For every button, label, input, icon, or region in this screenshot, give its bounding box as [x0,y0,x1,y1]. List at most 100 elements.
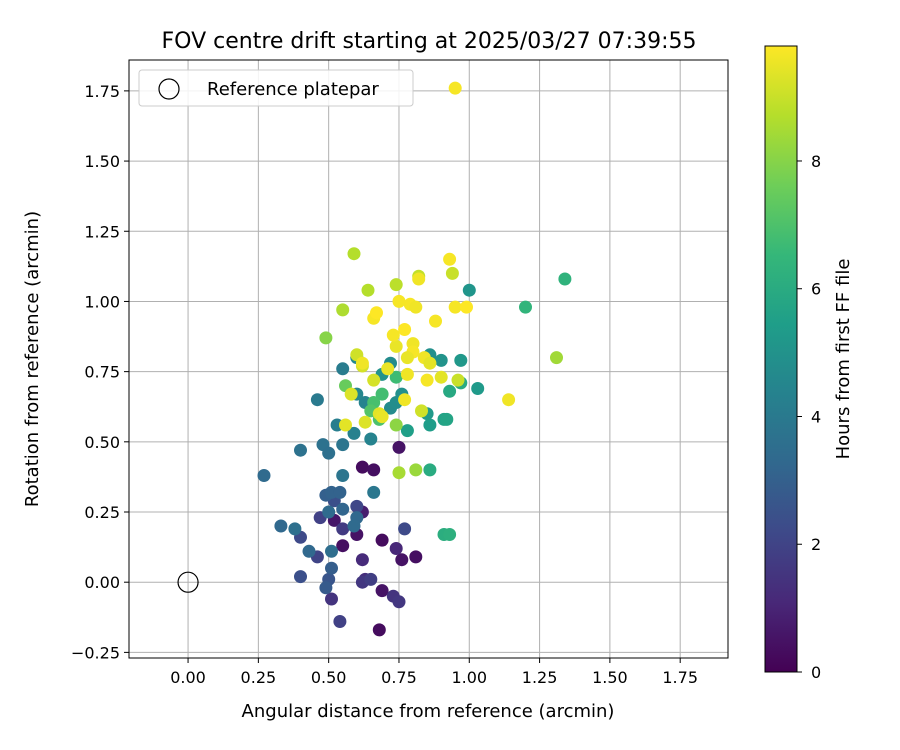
data-point [344,387,358,401]
chart-title: FOV centre drift starting at 2025/03/27 … [162,29,697,54]
data-point [370,306,383,320]
data-point [367,485,381,499]
colorbar: 0 2 4 6 8 Hours from first FF file [764,45,854,682]
data-point [440,412,454,426]
data-point [409,463,423,477]
data-point [420,373,434,387]
grid [129,60,728,658]
data-point [460,300,473,314]
colorbar-tick-label: 6 [811,280,821,299]
data-point [400,424,414,438]
data-point [355,460,369,474]
data-point [294,443,307,457]
data-point [319,581,333,595]
data-point [355,553,369,567]
data-point [398,393,412,407]
data-point [434,353,448,367]
data-point [395,553,409,567]
data-point [358,415,372,429]
data-point [347,426,361,440]
reference-platepar-marker [177,571,199,593]
data-point [325,544,338,558]
data-point [389,278,403,292]
data-point [336,303,350,317]
data-point [448,81,462,95]
data-point [372,623,386,637]
data-point [294,570,307,584]
data-point [471,382,485,395]
data-point [398,323,412,336]
data-point [257,469,271,482]
data-point [319,331,333,345]
data-point [392,466,406,480]
data-point [375,584,389,598]
y-tick-label: 0.75 [84,363,120,382]
colorbar-gradient [764,45,798,673]
data-point [392,294,406,308]
data-point [375,533,389,547]
data-point [415,404,428,418]
data-point [409,550,423,564]
data-point [448,300,462,314]
y-tick-label: 0.25 [84,503,120,522]
y-tick-label: 0.50 [84,433,120,452]
data-point [336,362,350,376]
data-point [333,615,347,628]
data-point [409,300,423,314]
legend-label: Reference platepar [207,79,379,100]
data-point [333,485,347,499]
data-point [381,362,395,376]
data-point [322,446,336,460]
data-point [325,561,338,575]
colorbar-ticks: 0 2 4 6 8 [797,152,821,682]
data-point [325,592,338,606]
data-point [375,387,389,401]
data-point [389,339,403,353]
data-point [336,539,350,553]
data-point [400,367,414,381]
data-point [367,373,381,387]
x-tick-label: 0.75 [381,668,417,687]
x-tick-label: 1.75 [662,668,698,687]
data-point [389,542,403,555]
data-point [367,463,381,477]
x-tick-label: 1.25 [522,668,558,687]
data-point [392,440,406,454]
data-point [398,522,412,536]
data-point [336,522,350,536]
data-point [350,499,364,513]
x-tick-label: 1.50 [592,668,628,687]
data-point [288,522,302,536]
data-point [347,519,361,533]
y-axis-ticks: −0.25 0.00 0.25 0.50 0.75 1.00 1.25 1.50 1.75 [71,82,129,662]
data-point [502,393,516,407]
colorbar-label: Hours from first FF file [833,259,854,460]
y-tick-label: 1.25 [84,222,120,241]
data-point [454,353,468,367]
data-point [274,519,288,533]
x-tick-label: 0.50 [311,668,347,687]
colorbar-tick-label: 2 [811,535,821,554]
data-point [339,418,352,432]
y-tick-label: −0.25 [71,643,120,662]
data-point [443,384,457,398]
data-point [386,328,400,342]
legend-box [138,69,414,107]
data-point [302,544,316,558]
data-point [550,351,563,365]
y-tick-label: 1.00 [84,292,120,311]
data-point [392,595,406,609]
legend: Reference platepar [138,69,414,107]
data-point [423,356,437,370]
data-point [451,373,465,387]
data-point [389,418,403,432]
x-tick-label: 0.25 [241,668,277,687]
data-point [361,283,375,297]
data-point [445,266,459,280]
colorbar-tick-label: 8 [811,152,821,171]
data-point [558,272,572,286]
data-point [423,463,437,477]
data-point [347,247,361,261]
data-points [257,81,572,637]
